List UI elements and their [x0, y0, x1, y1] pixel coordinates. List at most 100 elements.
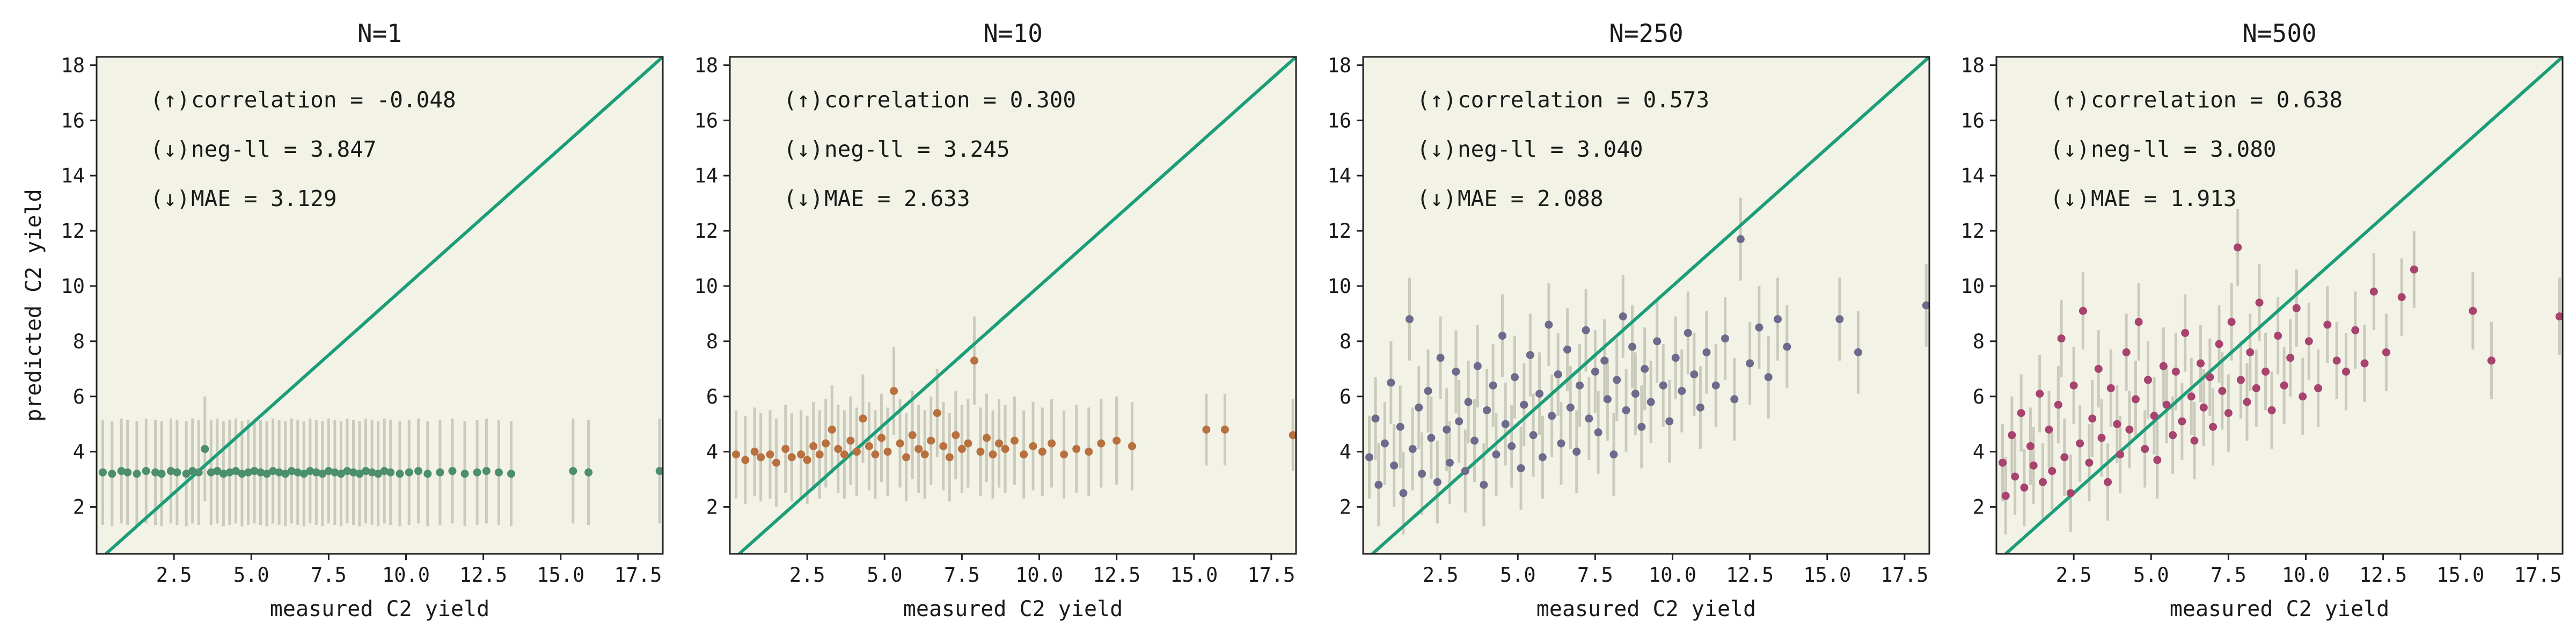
panel-4-point-76 [2469, 306, 2477, 315]
panel-1-x-tick-label-1: 2.5 [156, 564, 192, 587]
panel-3-point-79 [1783, 342, 1791, 351]
panel-2-x-tick-label-6: 15.0 [1170, 564, 1218, 587]
panel-4-point-58 [2262, 367, 2270, 376]
panel-4-point-35 [2153, 456, 2162, 464]
panel-3-y-tick-label-5: 10 [1327, 275, 1351, 298]
panel-2-y-tick-label-8: 16 [694, 109, 718, 132]
panel-3-metric-3: MAE = 2.088 [1458, 186, 1604, 211]
panel-1-x-tick-label-7: 17.5 [614, 564, 662, 587]
panel-3-point-36 [1529, 431, 1538, 440]
panel-2-point-34 [952, 431, 960, 440]
panel-2-point-10 [803, 456, 811, 464]
panel-2-point-30 [927, 436, 935, 445]
panel-3-point-45 [1572, 448, 1581, 456]
panel-3-point-69 [1696, 403, 1704, 412]
panel-4-point-30 [2131, 395, 2140, 404]
panel-1-point-47 [414, 467, 423, 475]
panel-3-point-76 [1755, 323, 1763, 332]
panel-3-point-62 [1653, 337, 1662, 346]
panel-1-y-tick-label-5: 10 [61, 275, 85, 298]
panel-1-point-57 [584, 468, 593, 477]
panel-3-point-16 [1436, 354, 1445, 362]
panel-1-point-35 [331, 468, 339, 477]
panel-3-point-59 [1637, 422, 1646, 431]
panel-1-point-36 [336, 470, 345, 478]
panel-1-point-15 [207, 468, 215, 477]
panel-4-point-73 [2382, 348, 2390, 356]
panel-1-point-53 [482, 467, 491, 475]
panel-2-point-29 [920, 450, 929, 459]
panel-3-point-67 [1684, 328, 1692, 337]
panel-3-x-tick-label-5: 12.5 [1726, 564, 1774, 587]
panel-2-point-52 [1113, 436, 1121, 445]
panel-1-point-5 [133, 470, 141, 478]
panel-4-metric-arrow-1: (↑) [2050, 87, 2090, 113]
panel-4-point-53 [2236, 376, 2245, 384]
panel-2-point-43 [1010, 436, 1019, 445]
panel-1-y-tick-label-9: 18 [61, 54, 85, 77]
panel-4-y-tick-label-7: 14 [1960, 164, 1985, 187]
panel-4-point-68 [2332, 356, 2341, 365]
panel-4-y-tick-label-1: 2 [1973, 496, 1985, 519]
panel-1-point-48 [423, 470, 432, 478]
panel-4-y-tick-label-8: 16 [1960, 109, 1985, 132]
panel-1-point-46 [405, 468, 413, 477]
panel-1-x-axis-label: measured C2 yield [270, 597, 489, 621]
panel-3-x-tick-label-7: 17.5 [1880, 564, 1928, 587]
panel-3-point-41 [1554, 370, 1562, 379]
panel-4-point-1 [1999, 458, 2007, 467]
panel-1-metric-arrow-1: (↑) [150, 87, 190, 113]
panel-2-metric-arrow-1: (↑) [784, 87, 823, 113]
panel-4-point-29 [2125, 426, 2134, 434]
panel-3-x-tick-label-4: 10.0 [1649, 564, 1696, 587]
panel-3-point-49 [1591, 367, 1599, 376]
panel-3-point-33 [1517, 464, 1525, 473]
panel-4-y-tick-label-5: 10 [1960, 275, 1985, 298]
panel-1-point-38 [349, 468, 357, 477]
panel-2-point-26 [902, 453, 911, 462]
panel-1-point-34 [324, 467, 333, 475]
panel-4-point-52 [2234, 243, 2242, 252]
panel-4-point-5 [2017, 409, 2025, 418]
panel-3-point-20 [1455, 417, 1463, 426]
panel-3-point-44 [1566, 403, 1575, 412]
panel-2-point-38 [976, 448, 985, 456]
panel-2-point-3 [750, 448, 759, 456]
panel-3-metric-arrow-3: (↓) [1417, 186, 1457, 211]
panel-4-x-axis-label: measured C2 yield [2170, 597, 2389, 621]
panel-3-point-13 [1424, 386, 1432, 395]
panel-2-y-tick-label-6: 12 [694, 219, 718, 243]
panel-2-y-tick-label-1: 2 [706, 496, 718, 519]
panel-3-point-42 [1557, 439, 1565, 448]
panel-3-point-23 [1470, 436, 1479, 445]
panel-1-point-42 [374, 470, 383, 478]
panel-3-y-tick-label-4: 8 [1340, 330, 1351, 353]
panel-1-point-39 [355, 470, 364, 478]
panel-1-point-19 [231, 467, 240, 475]
panel-2-point-6 [772, 458, 780, 467]
panel-3-point-18 [1445, 458, 1454, 467]
panel-2-point-2 [741, 456, 750, 464]
panel-3-metric-arrow-1: (↑) [1417, 87, 1457, 113]
panel-3-point-61 [1646, 398, 1655, 406]
panel-3-point-48 [1585, 414, 1593, 423]
panel-3-point-12 [1418, 470, 1426, 478]
panel-1-point-49 [436, 468, 444, 477]
panel-4-point-74 [2397, 293, 2406, 302]
panel-3-point-7 [1396, 422, 1404, 431]
panel-1-point-26 [275, 468, 283, 477]
panel-4-point-23 [2097, 434, 2106, 442]
panel-3-point-75 [1746, 359, 1754, 368]
panel-4-point-69 [2341, 367, 2350, 376]
panel-3-point-47 [1582, 326, 1590, 334]
panel-2-x-tick-label-1: 2.5 [789, 564, 825, 587]
panel-4-point-26 [2113, 420, 2121, 428]
panel-1-x-tick-label-4: 10.0 [382, 564, 430, 587]
panel-3-y-tick-label-7: 14 [1327, 164, 1351, 187]
panel-2-point-51 [1097, 439, 1106, 448]
panel-4-point-21 [2088, 414, 2097, 423]
panel-3-x-tick-label-1: 2.5 [1423, 564, 1459, 587]
panel-1-y-tick-label-7: 14 [61, 164, 85, 187]
panel-4-y-tick-label-4: 8 [1973, 330, 1985, 353]
panel-1-point-8 [157, 470, 166, 478]
